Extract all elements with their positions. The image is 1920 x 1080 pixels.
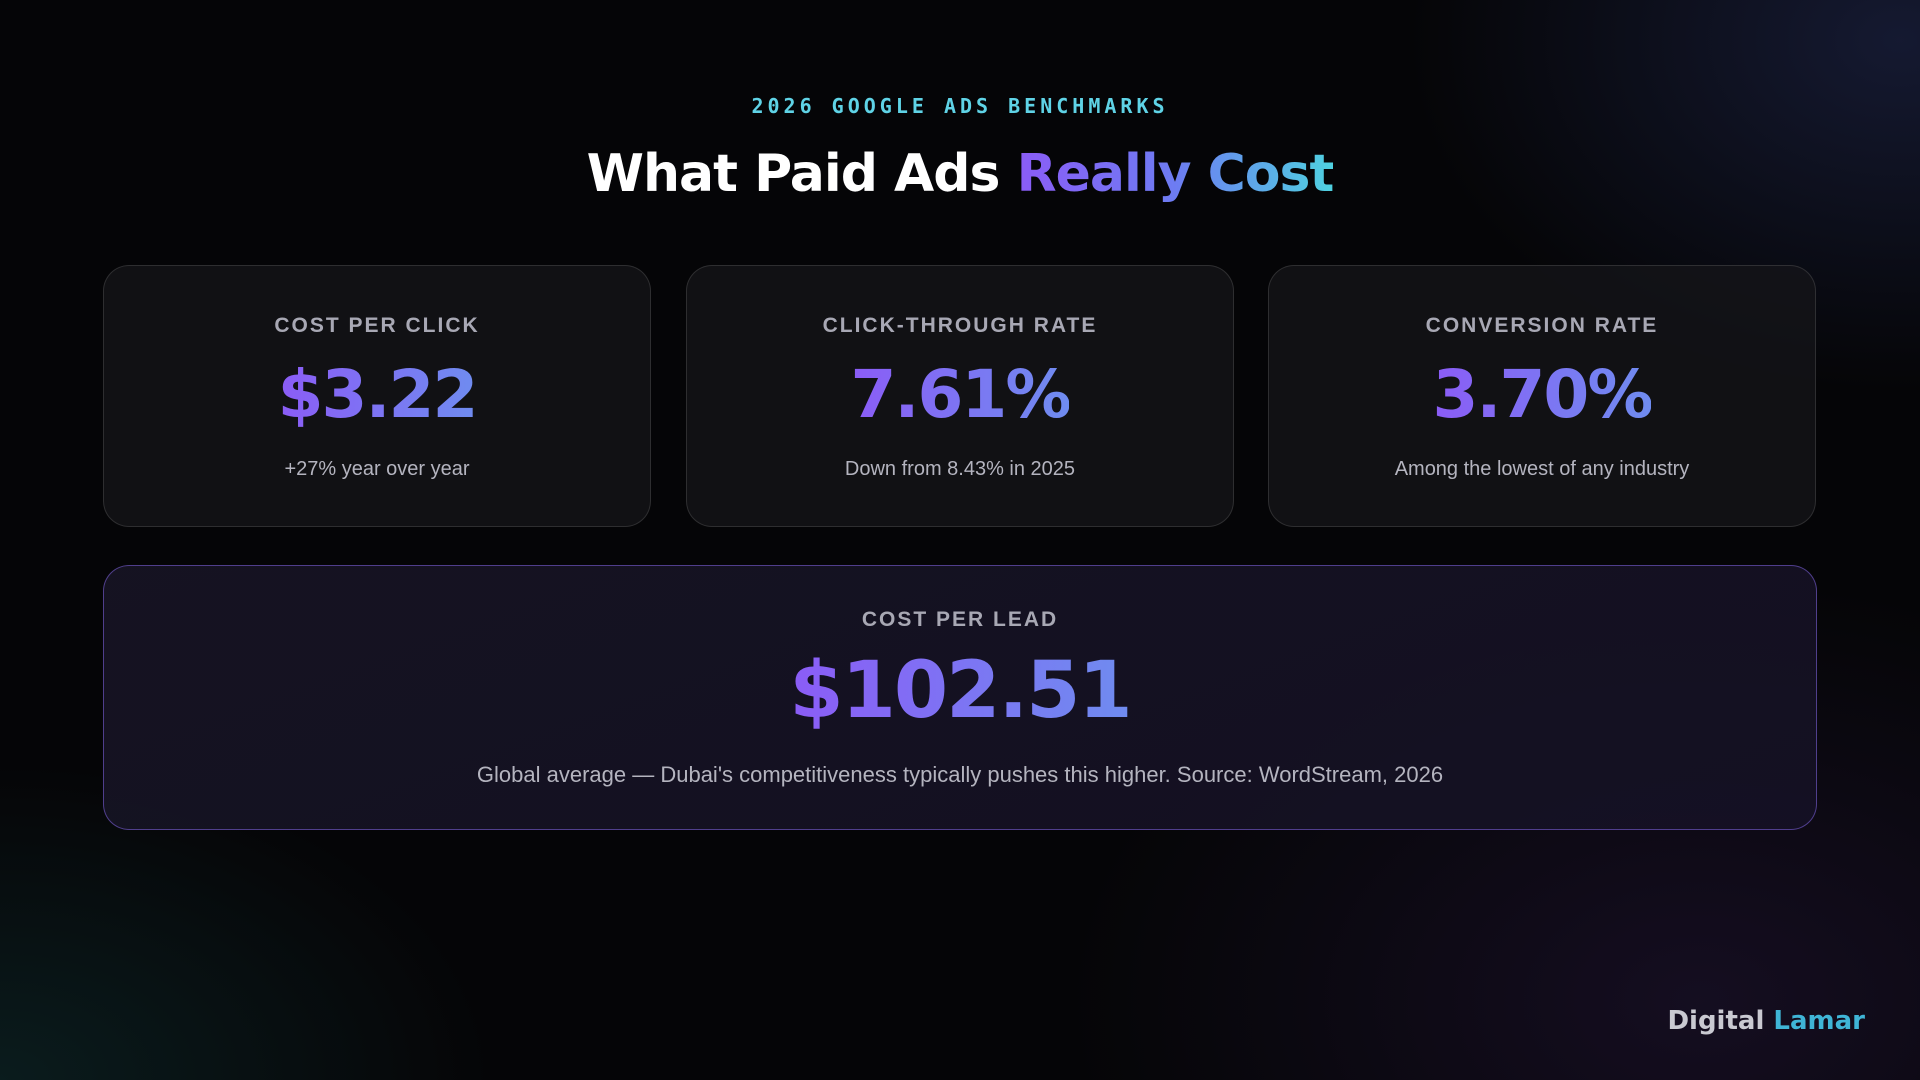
stat-value: 3.70% <box>1432 356 1654 433</box>
featured-note: Global average — Dubai's competitiveness… <box>476 762 1444 787</box>
stat-label: COST PER CLICK <box>274 314 480 337</box>
title-text: What Paid Ads <box>586 144 1001 204</box>
featured-card: COST PER LEAD $102.51 Global average — D… <box>103 565 1817 830</box>
stat-label: CLICK-THROUGH RATE <box>822 314 1098 337</box>
stat-value: 7.61% <box>850 356 1072 433</box>
stat-card: COST PER CLICK $3.22 +27% year over year <box>103 265 651 527</box>
stat-label: CONVERSION RATE <box>1425 314 1659 337</box>
stat-value-wrap: 7.61% <box>687 356 1233 433</box>
brand: Digital Lamar <box>1667 1006 1865 1036</box>
featured-label: COST PER LEAD <box>861 608 1059 631</box>
stat-card: CLICK-THROUGH RATE 7.61% Down from 8.43%… <box>686 265 1234 527</box>
eyebrow: 2026 GOOGLE ADS BENCHMARKS <box>751 94 1169 118</box>
featured-value: $102.51 <box>789 646 1132 736</box>
title: What Paid Ads Really Cost <box>0 144 1920 204</box>
brand-accent: Lamar <box>1773 1006 1865 1036</box>
stat-value: $3.22 <box>277 356 479 433</box>
brand-name: Digital <box>1667 1006 1765 1036</box>
stat-note: Down from 8.43% in 2025 <box>844 458 1076 480</box>
stat-card: CONVERSION RATE 3.70% Among the lowest o… <box>1268 265 1816 527</box>
stat-note: +27% year over year <box>284 458 470 480</box>
stat-value-wrap: 3.70% <box>1269 356 1815 433</box>
title-accent: Really Cost <box>1016 144 1335 204</box>
featured-value-wrap: $102.51 <box>104 646 1816 736</box>
stat-value-wrap: $3.22 <box>104 356 650 433</box>
stat-note: Among the lowest of any industry <box>1394 458 1690 480</box>
